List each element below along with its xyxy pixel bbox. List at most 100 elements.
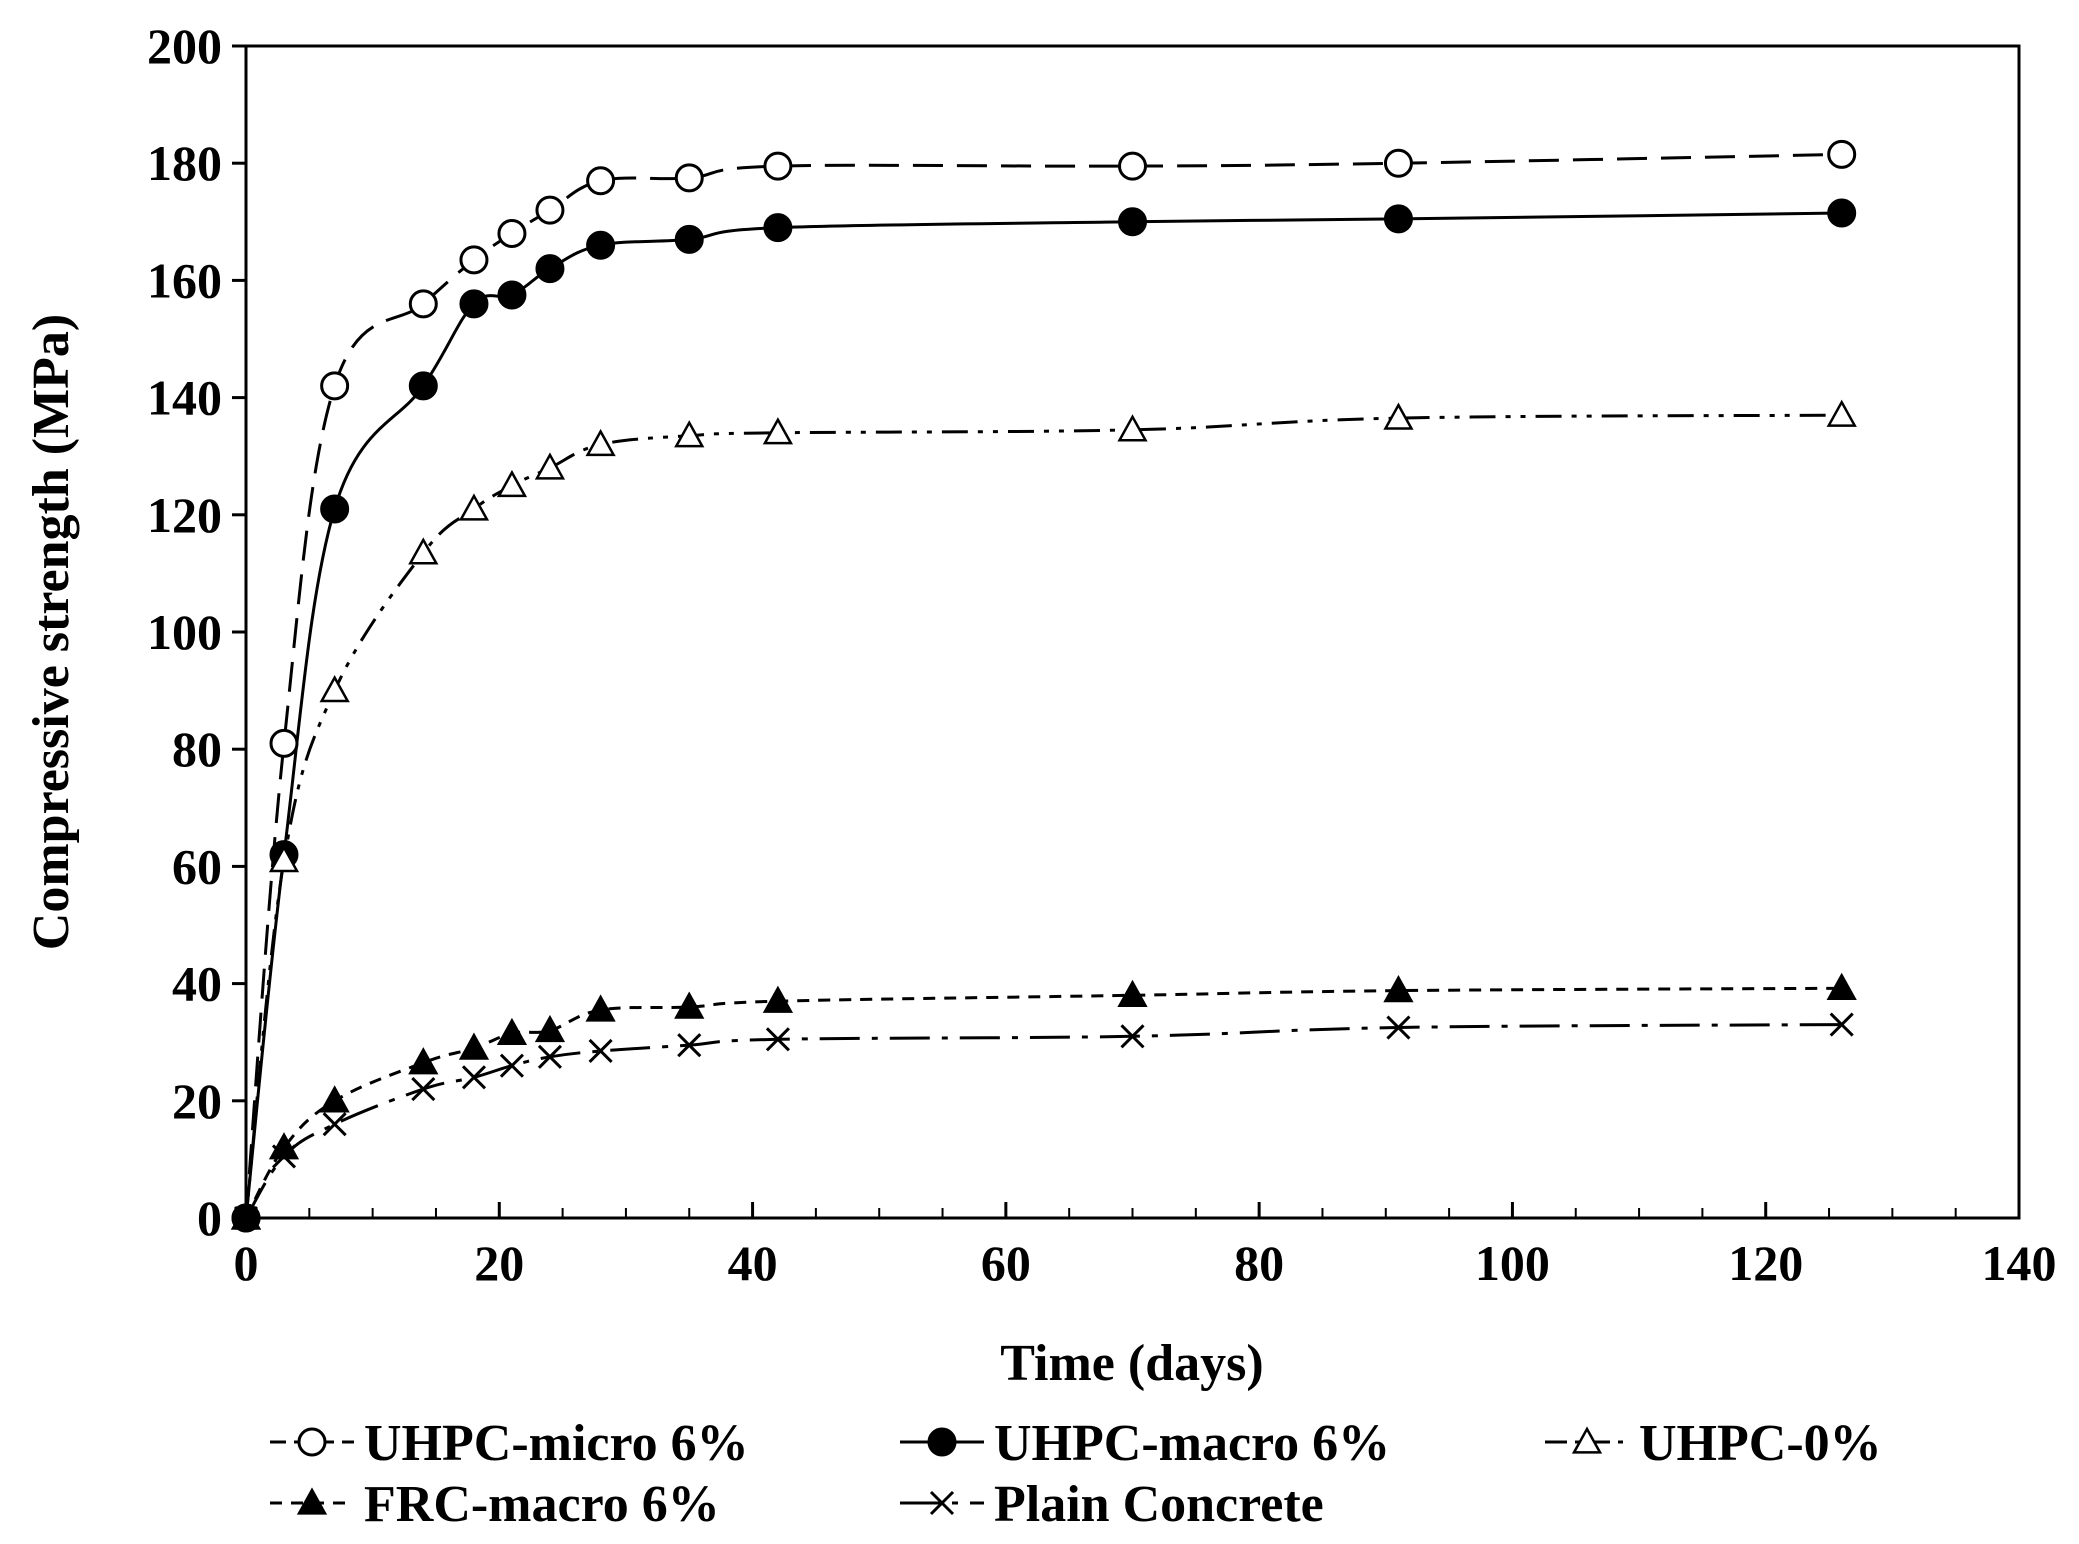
series-line-3	[244, 986, 1842, 1219]
data-point	[458, 493, 490, 521]
y-tick-label: 80	[172, 721, 222, 777]
data-point	[408, 1047, 439, 1075]
data-point	[535, 195, 565, 225]
series-line-2	[244, 413, 1842, 1219]
data-point	[534, 1014, 566, 1043]
x-tick-label: 40	[728, 1235, 778, 1291]
x-tick-label: 20	[474, 1235, 524, 1291]
data-point	[322, 1112, 347, 1137]
legend-label: UHPC-0%	[1639, 1415, 1882, 1472]
data-point	[496, 469, 528, 498]
plot-area	[244, 44, 2021, 1220]
legend-marker	[929, 1490, 955, 1516]
data-point	[497, 280, 527, 310]
data-point	[585, 994, 616, 1022]
legend-label: FRC-macro 6%	[364, 1476, 720, 1533]
legend-item: FRC-macro 6%	[270, 1476, 720, 1533]
x-axis-title: Time (days)	[1000, 1335, 1263, 1392]
y-tick-label: 60	[172, 838, 222, 894]
data-point	[408, 371, 438, 401]
data-point	[674, 224, 704, 254]
y-tick-label: 200	[147, 18, 222, 74]
data-point	[1383, 402, 1414, 430]
x-tick-label: 120	[1728, 1235, 1803, 1291]
data-point	[1829, 1012, 1854, 1037]
y-tick-label: 120	[147, 487, 222, 543]
legend: UHPC-micro 6% UHPC-macro 6% UHPC-0% FRC-mac…	[270, 1415, 1882, 1533]
data-point	[496, 1017, 528, 1046]
data-point	[586, 166, 616, 196]
data-point	[674, 420, 705, 448]
data-point	[461, 1065, 487, 1090]
data-point	[319, 1085, 350, 1113]
data-point	[269, 728, 299, 758]
data-point	[586, 230, 616, 260]
y-axis-title: Compressive strength (MPa)	[23, 314, 80, 950]
legend-marker	[1571, 1426, 1603, 1454]
y-tick-label: 100	[147, 604, 222, 660]
data-point	[1118, 207, 1147, 237]
y-tick-label: 180	[147, 135, 222, 191]
x-tick-label: 80	[1234, 1235, 1284, 1291]
series-markers	[230, 139, 1857, 1233]
x-tick-label: 140	[1982, 1235, 2057, 1291]
data-point	[765, 1027, 790, 1052]
data-point	[763, 213, 793, 243]
data-point	[763, 151, 793, 181]
data-point	[762, 985, 794, 1013]
data-point	[1383, 148, 1413, 178]
y-tick-label: 20	[172, 1073, 222, 1129]
data-point	[408, 289, 438, 319]
data-point	[268, 844, 300, 873]
data-point	[411, 1077, 436, 1102]
data-point	[408, 537, 439, 565]
x-tick-label: 100	[1475, 1235, 1550, 1291]
legend-label: UHPC-macro 6%	[994, 1415, 1390, 1472]
data-point	[319, 675, 350, 703]
series-lines	[244, 152, 1842, 1219]
data-point	[1827, 198, 1857, 228]
legend-item: UHPC-0%	[1545, 1415, 1882, 1472]
data-point	[1117, 414, 1148, 442]
data-point	[1118, 151, 1147, 181]
data-point	[588, 1038, 613, 1064]
data-point	[1826, 972, 1857, 1000]
y-tick-label: 0	[197, 1190, 222, 1246]
data-point	[1826, 399, 1857, 427]
y-tick-label: 160	[147, 252, 222, 308]
data-point	[677, 1033, 702, 1058]
x-tick-label: 60	[981, 1235, 1031, 1291]
x-axis-ticks: 0 20 40 60 80 100 120 140	[234, 1202, 2057, 1291]
data-point	[674, 991, 705, 1019]
data-point	[534, 452, 566, 480]
data-point	[762, 417, 794, 445]
y-tick-label: 40	[172, 956, 222, 1012]
series-line-4	[244, 1023, 1842, 1219]
legend-marker	[297, 1427, 327, 1457]
data-point	[1827, 139, 1857, 169]
y-axis-ticks: 0 20 40 60 80 100 120 140 160 180 200	[147, 18, 246, 1246]
data-point	[537, 1044, 563, 1069]
legend-label: UHPC-micro 6%	[364, 1415, 749, 1472]
data-point	[497, 219, 527, 249]
series-line-0	[244, 152, 1842, 1219]
legend-marker	[927, 1427, 957, 1457]
data-point	[1383, 975, 1414, 1003]
x-tick-label: 0	[234, 1235, 259, 1291]
legend-item: UHPC-macro 6%	[900, 1415, 1390, 1472]
data-point	[1120, 1024, 1145, 1049]
data-point	[458, 1032, 490, 1060]
data-point	[320, 494, 350, 524]
data-point	[233, 1205, 259, 1231]
series-line-1	[244, 211, 1842, 1219]
legend-item: Plain Concrete	[900, 1476, 1324, 1533]
data-point	[459, 289, 489, 319]
data-point	[271, 1144, 297, 1169]
data-point	[585, 428, 616, 457]
data-point	[1386, 1015, 1411, 1040]
data-point	[320, 371, 350, 401]
legend-marker	[296, 1487, 328, 1515]
data-point	[1117, 979, 1148, 1007]
data-point	[459, 245, 489, 275]
